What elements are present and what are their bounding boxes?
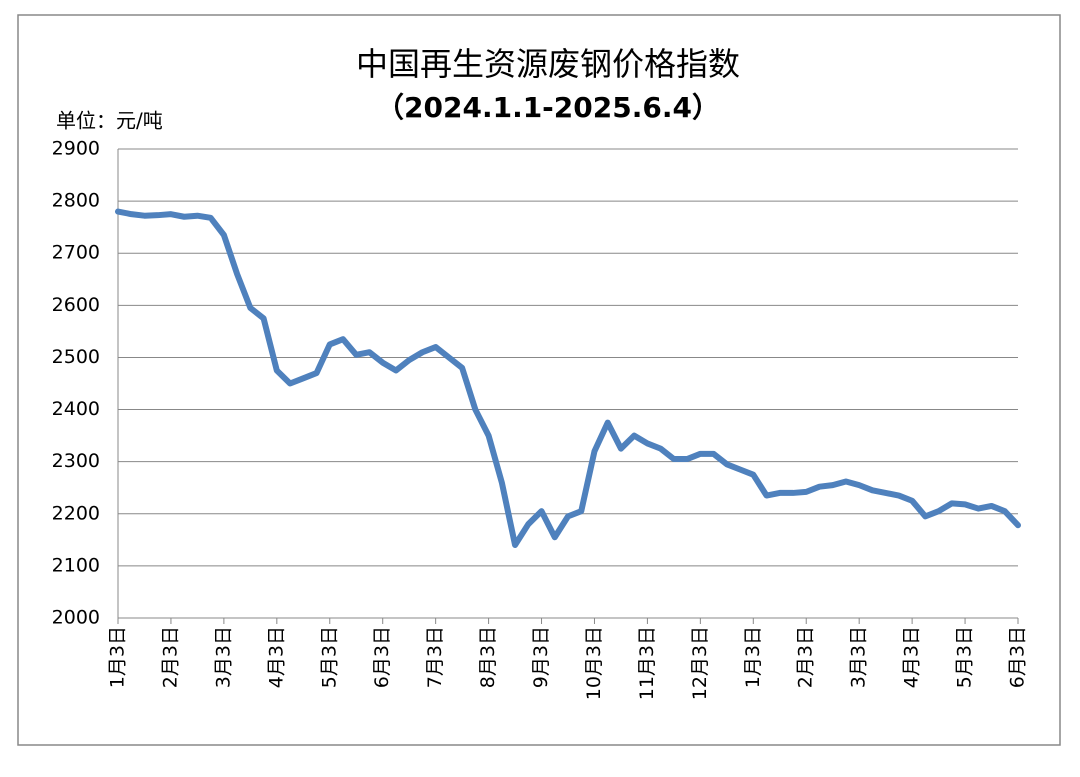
x-tick-label: 5月3日	[318, 626, 340, 688]
x-tick-label: 3月3日	[848, 626, 870, 688]
x-tick-label: 6月3日	[371, 626, 393, 688]
x-tick-label: 1月3日	[107, 626, 129, 688]
y-tick-label: 2000	[52, 607, 100, 629]
y-tick-label: 2300	[52, 450, 100, 472]
x-tick-label: 12月3日	[689, 626, 711, 700]
x-tick-label: 5月3日	[954, 626, 976, 688]
y-tick-label: 2400	[52, 398, 100, 420]
x-tick-label: 7月3日	[424, 626, 446, 688]
chart-subtitle: （2024.1.1-2025.6.4）	[376, 91, 720, 124]
y-tick-label: 2900	[52, 138, 100, 160]
x-tick-label: 8月3日	[477, 626, 499, 688]
x-tick-label: 2月3日	[795, 626, 817, 688]
x-tick-label: 4月3日	[265, 626, 287, 688]
y-axis-label: 单位：元/吨	[56, 109, 163, 133]
x-tick-label: 3月3日	[212, 626, 234, 688]
chart-title: 中国再生资源废钢价格指数	[356, 45, 740, 83]
x-tick-label: 9月3日	[530, 626, 552, 688]
chart-frame	[17, 14, 1061, 746]
y-tick-label: 2700	[52, 242, 100, 264]
series-line	[115, 208, 1021, 549]
x-tick-label: 4月3日	[901, 626, 923, 688]
y-tick-label: 2500	[52, 346, 100, 368]
y-tick-label: 2200	[52, 502, 100, 524]
y-tick-label: 2100	[52, 554, 100, 576]
x-tick-label: 2月3日	[159, 626, 181, 688]
x-tick-label: 10月3日	[583, 626, 605, 700]
x-tick-label: 1月3日	[742, 626, 764, 688]
x-tick-label: 11月3日	[636, 626, 658, 700]
y-tick-label: 2600	[52, 294, 100, 316]
x-tick-label: 6月3日	[1007, 626, 1029, 688]
y-tick-label: 2800	[52, 190, 100, 212]
